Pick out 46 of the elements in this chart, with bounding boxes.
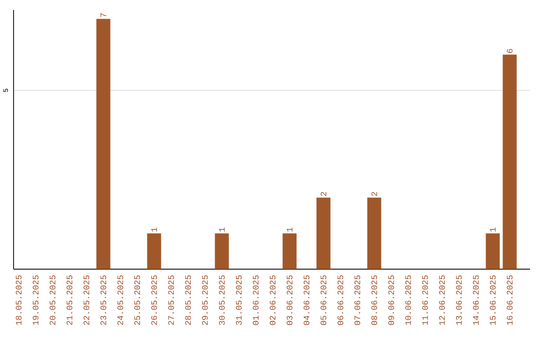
bar (214, 233, 229, 270)
bar (282, 233, 297, 270)
bar (502, 54, 517, 270)
bar (367, 198, 382, 270)
x-tick-label: 22.05.2025 (84, 275, 90, 325)
data-label: 7 (100, 13, 106, 18)
x-tick-label: 14.06.2025 (472, 275, 479, 325)
x-tick-label: 13.06.2025 (456, 275, 462, 325)
x-tick-label: 30.05.2025 (218, 275, 225, 325)
x-tick-label: 10.06.2025 (405, 275, 411, 325)
x-tick-label: 31.05.2025 (236, 275, 242, 325)
x-tick-label: 23.05.2025 (100, 275, 106, 325)
x-tick-label: 20.05.2025 (50, 275, 56, 325)
bar (147, 233, 162, 270)
data-label: 1 (286, 228, 292, 232)
x-tick-label: 16.06.2025 (506, 275, 513, 325)
x-tick-label: 19.05.2025 (32, 275, 38, 325)
x-tick-label: 25.05.2025 (134, 275, 140, 325)
x-tick-label: 29.05.2025 (202, 275, 208, 325)
data-label: 2 (371, 192, 378, 196)
data-label: 1 (151, 228, 157, 232)
x-tick-label: 03.06.2025 (286, 275, 292, 325)
bar (316, 198, 330, 270)
bar (96, 18, 110, 270)
x-tick-label: 15.06.2025 (490, 275, 496, 325)
x-tick-label: 08.06.2025 (371, 275, 378, 325)
bar (486, 233, 500, 270)
data-label: 6 (506, 48, 513, 53)
x-tick-label: 26.05.2025 (151, 275, 157, 325)
x-tick-label: 07.06.2025 (354, 275, 360, 325)
x-tick-label: 18.05.2025 (16, 275, 22, 325)
x-tick-label: 27.05.2025 (168, 275, 174, 325)
x-tick-label: 21.05.2025 (66, 275, 72, 325)
x-tick-label: 09.06.2025 (388, 275, 394, 325)
data-label: 2 (320, 192, 326, 196)
x-tick-label: 04.06.2025 (304, 275, 310, 325)
x-tick-label: 01.06.2025 (252, 275, 259, 325)
x-tick-label: 28.05.2025 (185, 275, 191, 325)
x-tick-label: 24.05.2025 (117, 275, 124, 325)
data-label: 1 (219, 228, 225, 232)
x-tick-label: 11.06.2025 (422, 275, 428, 325)
x-tick-label: 05.06.2025 (320, 275, 326, 325)
x-tick-label: 02.06.2025 (270, 275, 276, 325)
data-label: 1 (490, 228, 496, 232)
x-tick-label: 12.06.2025 (439, 275, 445, 325)
x-tick-label: 06.06.2025 (338, 275, 344, 325)
